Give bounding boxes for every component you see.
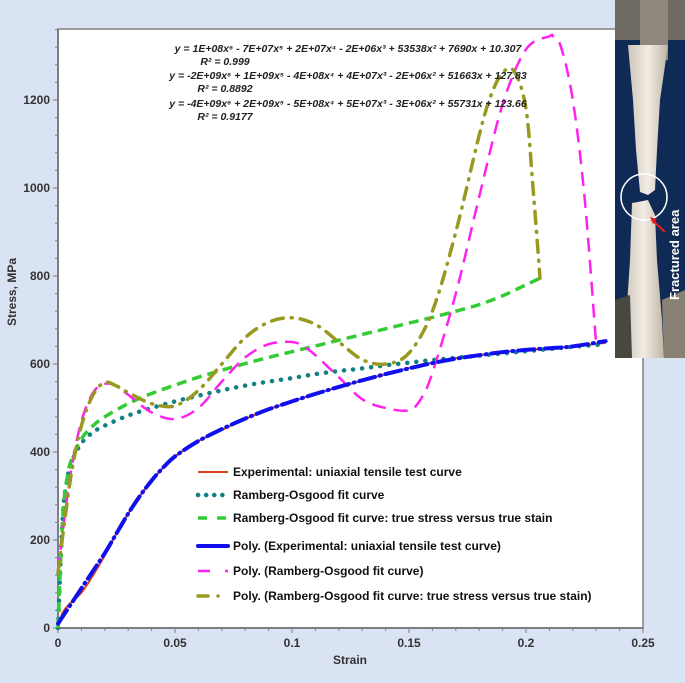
y-tick-label: 200 [30,533,50,547]
r-squared-label: R² = 0.9177 [197,111,253,123]
series-line [55,341,608,631]
fractured-area-label: Fractured area [667,209,682,300]
x-tick-label: 0 [55,636,62,650]
specimen-photo: Fractured area [615,0,685,358]
bottom-grip-jaw [662,290,685,358]
plot-area [57,28,644,629]
legend-label: Experimental: uniaxial tensile test curv… [233,465,462,479]
legend-label: Poly. (Experimental: uniaxial tensile te… [233,539,501,553]
fracture-circle [620,173,668,221]
bottom-grip [615,295,632,358]
legend-label: Poly. (Ramberg-Osgood fit curve: true st… [233,589,592,603]
x-tick-label: 0.15 [397,636,421,650]
y-tick-label: 0 [43,621,50,635]
y-tick-label: 1200 [23,93,50,107]
specimen-lower [624,200,664,358]
y-axis-title: Stress, MPa [5,258,19,326]
r-squared-label: R² = 0.8892 [197,83,252,95]
x-tick-label: 0.1 [284,636,301,650]
legend-label: Ramberg-Osgood fit curve: true stress ve… [233,511,552,525]
y-tick-label: 800 [30,269,50,283]
trendline-equations: y = 1E+08x⁶ - 7E+07x⁵ + 2E+07x⁴ - 2E+06x… [168,43,527,123]
trendline-equation: y = -2E+09x⁶ + 1E+09x⁵ - 4E+08x⁴ + 4E+07… [168,70,527,82]
specimen-upper [628,45,668,195]
legend: Experimental: uniaxial tensile test curv… [195,465,592,603]
x-axis-title: Strain [333,653,367,667]
series-line [56,66,542,576]
axes: 0 200 400 600 800 1000 1200 0 0.05 0.1 0.15 0.2 0.25… [5,29,655,667]
x-tick-label: 0.25 [631,636,655,650]
x-tick-label: 0.2 [518,636,535,650]
legend-label: Poly. (Ramberg-Osgood fit curve) [233,564,423,578]
r-squared-label: R² = 0.999 [200,56,249,68]
series-line [56,339,608,626]
legend-label: Ramberg-Osgood fit curve [233,488,385,502]
x-tick-label: 0.05 [163,636,187,650]
y-tick-label: 400 [30,445,50,459]
trendline-equation: y = -4E+09x⁶ + 2E+09x⁵ - 5E+08x⁴ + 5E+07… [168,98,527,110]
y-tick-label: 600 [30,357,50,371]
arrow-head-icon [650,217,657,224]
series-layer [55,33,608,631]
y-tick-label: 1000 [23,181,50,195]
trendline-equation: y = 1E+08x⁶ - 7E+07x⁵ + 2E+07x⁴ - 2E+06x… [174,43,523,55]
series-line [56,276,541,629]
